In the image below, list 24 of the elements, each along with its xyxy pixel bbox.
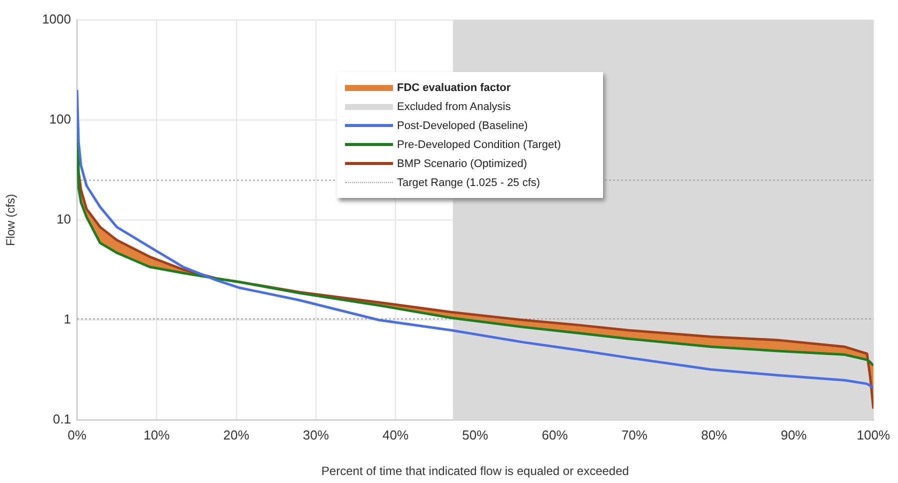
y-tick-label: 1000 xyxy=(42,12,71,27)
ref-line-label: Target Range (1.025 - 25 cfs) xyxy=(397,176,540,188)
x-tick-label: 60% xyxy=(542,427,568,442)
x-tick-label: 0% xyxy=(68,427,87,442)
legend-label: FDC evaluation factor xyxy=(397,82,511,94)
y-tick-label: 100 xyxy=(49,112,71,127)
y-tick-label: 10 xyxy=(56,212,71,227)
legend-label: Pre-Developed Condition (Target) xyxy=(397,138,561,150)
x-tick-label: 70% xyxy=(621,427,648,442)
x-tick-label: 90% xyxy=(780,427,808,442)
x-tick-label: 20% xyxy=(223,427,250,442)
y-tick-label: 0.1 xyxy=(52,412,71,427)
y-axis-title: Flow (cfs) xyxy=(4,194,18,246)
x-axis-title: Percent of time that indicated flow is equaled or exceeded xyxy=(321,464,629,478)
x-tick-label: 40% xyxy=(382,427,409,442)
x-tick-label: 80% xyxy=(701,427,728,442)
x-tick-label: 10% xyxy=(144,427,170,442)
x-tick-label: 100% xyxy=(856,427,890,442)
y-tick-label: 1 xyxy=(64,312,71,327)
legend-label: BMP Scenario (Optimized) xyxy=(397,158,528,170)
x-tick-label: 30% xyxy=(302,427,330,442)
legend-label: Post-Developed (Baseline) xyxy=(397,120,528,132)
band-label: Excluded from Analysis xyxy=(397,100,511,112)
x-tick-label: 50% xyxy=(462,427,489,442)
